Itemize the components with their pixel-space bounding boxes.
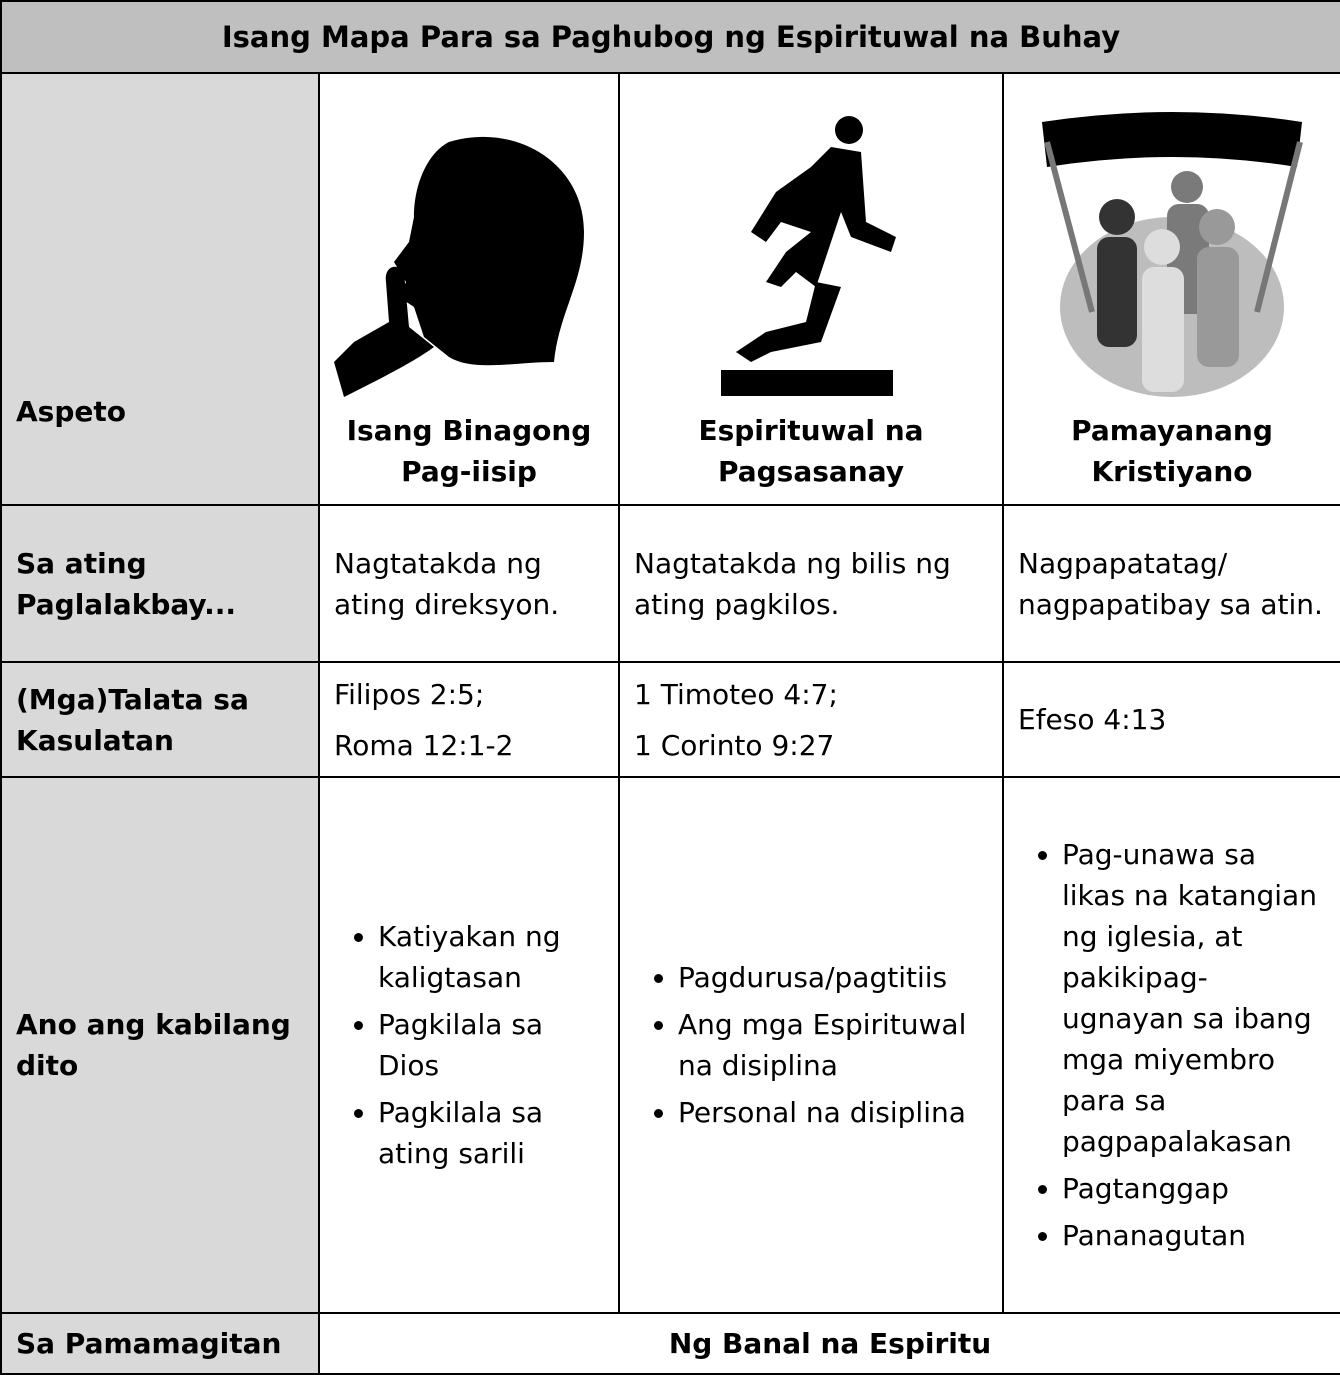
cell-text: 1 Timoteo 4:7; (634, 677, 838, 711)
bullet: Pag-unawa sa likas na katangian ng igles… (1062, 834, 1326, 1162)
head-icon (334, 136, 584, 397)
bullet: Personal na disiplina (678, 1092, 988, 1133)
header-cell: Pamayanang Kristiyano (1002, 72, 1340, 506)
cell: Filipos 2:5; Roma 12:1-2 (318, 661, 620, 778)
bullet-list: Pag-unawa sa likas na katangian ng igles… (1018, 834, 1326, 1256)
bullet: Pananagutan (1062, 1215, 1326, 1256)
cell-text: Nagpapatatag/ (1018, 546, 1228, 580)
header-cell: Espirituwal na Pagsasanay (618, 72, 1004, 506)
cell: Efeso 4:13 (1002, 661, 1340, 778)
cell-text: Nagtatakda ng bilis ng ating pagkilos. (634, 546, 951, 621)
cell: Katiyakan ng kaligtasan Pagkilala sa Dio… (318, 776, 620, 1314)
column-heading: Isang Binagong Pag-iisip (346, 414, 592, 488)
cell: Nagtatakda ng ating direksyon. (318, 504, 620, 663)
group-icon (1042, 112, 1303, 397)
cell-text: 1 Corinto 9:27 (634, 728, 835, 762)
cell-text: Roma 12:1-2 (334, 728, 514, 762)
bullet: Pagdurusa/pagtitiis (678, 957, 988, 998)
cell: Pagdurusa/pagtitiis Ang mga Espirituwal … (618, 776, 1004, 1314)
header-label: Aspeto (0, 72, 320, 506)
cell: Nagtatakda ng bilis ng ating pagkilos. (618, 504, 1004, 663)
table-title: Isang Mapa Para sa Paghubog ng Espirituw… (0, 0, 1340, 74)
cell: 1 Timoteo 4:7; 1 Corinto 9:27 (618, 661, 1004, 778)
bullet-list: Pagdurusa/pagtitiis Ang mga Espirituwal … (634, 957, 988, 1133)
runner-icon (721, 116, 896, 396)
cell-text: Filipos 2:5; (334, 677, 485, 711)
row-label: Ano ang kabilang dito (0, 776, 320, 1314)
bullet: Pagkilala sa Dios (378, 1004, 604, 1086)
cell-text: Nagtatakda ng ating direksyon. (334, 546, 560, 621)
cell-text: nagpapatibay sa atin. (1018, 587, 1323, 621)
bullet-list: Katiyakan ng kaligtasan Pagkilala sa Dio… (334, 916, 604, 1174)
header-cell: Isang Binagong Pag-iisip (318, 72, 620, 506)
cell: Nagpapatatag/nagpapatibay sa atin. (1002, 504, 1340, 663)
row-label: (Mga)Talata sa Kasulatan (0, 661, 320, 778)
bullet: Pagkilala sa ating sarili (378, 1092, 604, 1174)
row-label: Sa Pamamagitan (0, 1312, 320, 1375)
column-heading: Pamayanang Kristiyano (1071, 414, 1273, 488)
cell: Pag-unawa sa likas na katangian ng igles… (1002, 776, 1340, 1314)
bullet: Ang mga Espirituwal na disiplina (678, 1004, 988, 1086)
footer-text: Ng Banal na Espiritu (318, 1312, 1340, 1375)
column-heading: Espirituwal na Pagsasanay (698, 414, 924, 488)
row-label: Sa ating Paglalakbay... (0, 504, 320, 663)
bullet: Pagtanggap (1062, 1168, 1326, 1209)
bullet: Katiyakan ng kaligtasan (378, 916, 604, 998)
cell-text: Efeso 4:13 (1018, 703, 1167, 736)
